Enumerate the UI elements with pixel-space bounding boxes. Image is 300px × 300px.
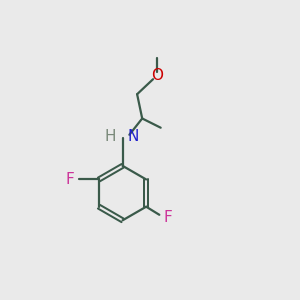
Text: N: N [128,129,139,144]
Text: F: F [164,210,172,225]
Text: O: O [151,68,163,83]
Text: H: H [104,129,116,144]
Text: F: F [66,172,75,187]
